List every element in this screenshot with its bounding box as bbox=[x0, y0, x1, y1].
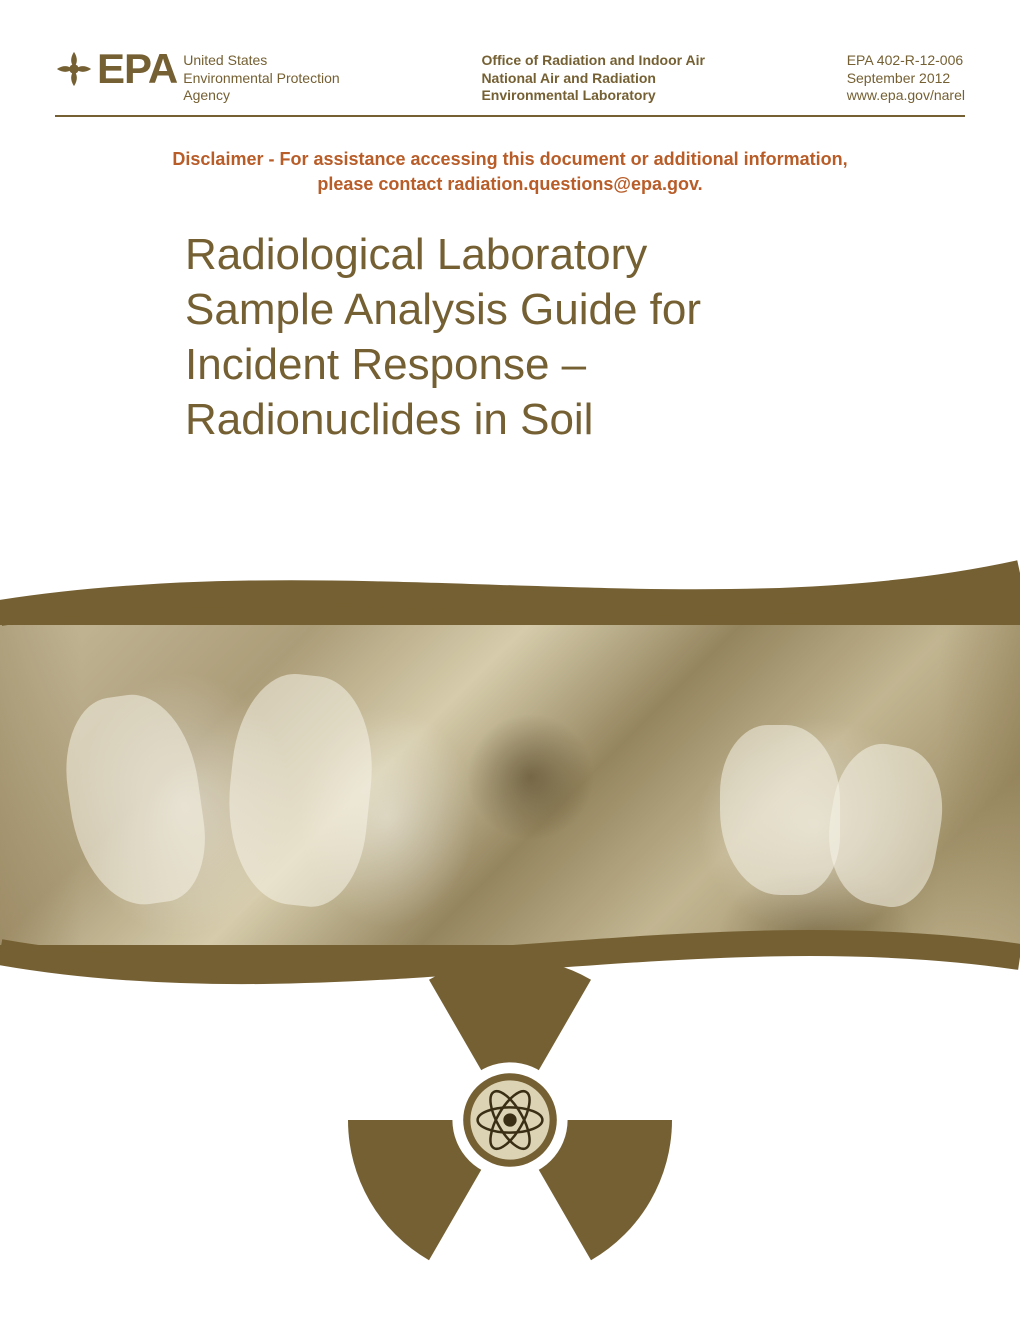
doc-url: www.epa.gov/narel bbox=[847, 87, 965, 105]
agency-line: United States bbox=[183, 52, 339, 70]
title-line: Radiological Laboratory bbox=[185, 227, 925, 282]
agency-line: Environmental Protection bbox=[183, 70, 339, 88]
title-line: Radionuclides in Soil bbox=[185, 392, 925, 447]
office-line: Environmental Laboratory bbox=[481, 87, 704, 105]
document-page: EPA United States Environmental Protecti… bbox=[0, 0, 1020, 447]
epa-logo-text: EPA bbox=[97, 50, 177, 88]
disclaimer-line: Disclaimer - For assistance accessing th… bbox=[100, 147, 920, 172]
title-line: Sample Analysis Guide for bbox=[185, 282, 925, 337]
document-title: Radiological Laboratory Sample Analysis … bbox=[185, 227, 925, 447]
worker-figure bbox=[218, 668, 381, 911]
agency-line: Agency bbox=[183, 87, 339, 105]
disclaimer-line: please contact radiation.questions@epa.g… bbox=[100, 172, 920, 197]
docid-block: EPA 402-R-12-006 September 2012 www.epa.… bbox=[847, 50, 965, 105]
office-line: National Air and Radiation bbox=[481, 70, 704, 88]
header-row: EPA United States Environmental Protecti… bbox=[55, 50, 965, 117]
disclaimer: Disclaimer - For assistance accessing th… bbox=[100, 147, 920, 197]
epa-logo: EPA bbox=[55, 50, 177, 88]
office-block: Office of Radiation and Indoor Air Natio… bbox=[481, 50, 704, 105]
wave-top-mask bbox=[0, 553, 1020, 653]
doc-date: September 2012 bbox=[847, 70, 965, 88]
doc-number: EPA 402-R-12-006 bbox=[847, 52, 965, 70]
worker-figure bbox=[720, 725, 840, 895]
radiation-symbol-icon bbox=[330, 940, 690, 1300]
agency-name: United States Environmental Protection A… bbox=[183, 50, 339, 105]
epa-flower-icon bbox=[55, 50, 93, 88]
worker-figure bbox=[56, 687, 214, 913]
logo-block: EPA United States Environmental Protecti… bbox=[55, 50, 340, 105]
office-line: Office of Radiation and Indoor Air bbox=[481, 52, 704, 70]
title-line: Incident Response – bbox=[185, 337, 925, 392]
worker-figure bbox=[817, 737, 953, 914]
